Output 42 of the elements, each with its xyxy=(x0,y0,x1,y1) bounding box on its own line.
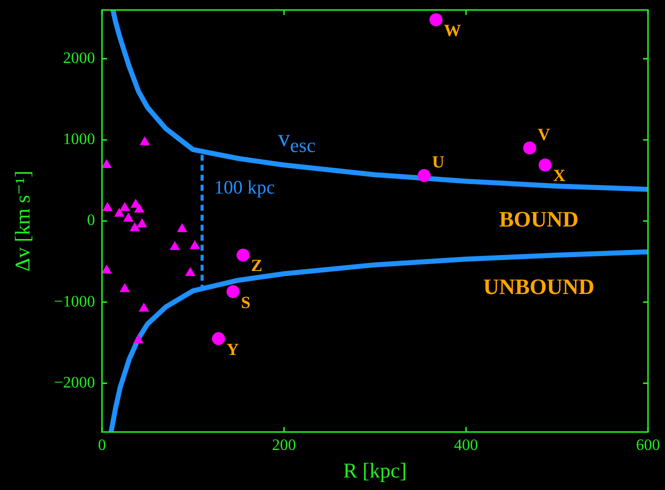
point xyxy=(138,302,150,312)
point xyxy=(134,204,145,213)
point xyxy=(102,202,113,212)
point xyxy=(190,240,200,250)
annotation: Z xyxy=(251,256,262,276)
annotation: UNBOUND xyxy=(483,274,594,300)
x-tick-label: 200 xyxy=(272,437,296,454)
point xyxy=(120,283,130,292)
point xyxy=(114,208,124,217)
annotation: Y xyxy=(226,340,239,359)
point xyxy=(123,212,134,222)
point xyxy=(176,223,188,232)
point xyxy=(120,202,130,212)
annotation: V xyxy=(538,125,551,144)
annotation: S xyxy=(241,293,251,312)
y-tick-label: −2000 xyxy=(54,374,96,392)
annotation: 100 kpc xyxy=(214,178,275,199)
series-label: v$_{esc}$ xyxy=(278,126,316,157)
x-axis-title: R [kpc] xyxy=(343,458,407,483)
y-tick-label: 1000 xyxy=(63,131,95,148)
y-tick-label: −1000 xyxy=(54,293,96,310)
point xyxy=(523,141,536,154)
point xyxy=(429,13,442,26)
point xyxy=(538,158,552,172)
annotation: U xyxy=(432,152,444,172)
point xyxy=(170,240,180,250)
point xyxy=(102,264,112,274)
point xyxy=(102,159,112,168)
y-tick-label: 0 xyxy=(87,212,95,230)
annotation: W xyxy=(444,21,461,40)
y-axis-title: Δv [km s⁻¹] xyxy=(10,170,35,272)
point xyxy=(185,266,196,276)
point xyxy=(136,218,148,228)
annotation: BOUND xyxy=(499,206,579,232)
x-tick-label: 600 xyxy=(636,437,660,454)
point xyxy=(130,222,140,232)
point xyxy=(418,169,431,182)
x-tick-label: 400 xyxy=(454,437,478,454)
y-tick-label: 2000 xyxy=(63,50,95,67)
point xyxy=(133,334,144,344)
annotation: X xyxy=(553,166,566,186)
point xyxy=(140,136,150,146)
